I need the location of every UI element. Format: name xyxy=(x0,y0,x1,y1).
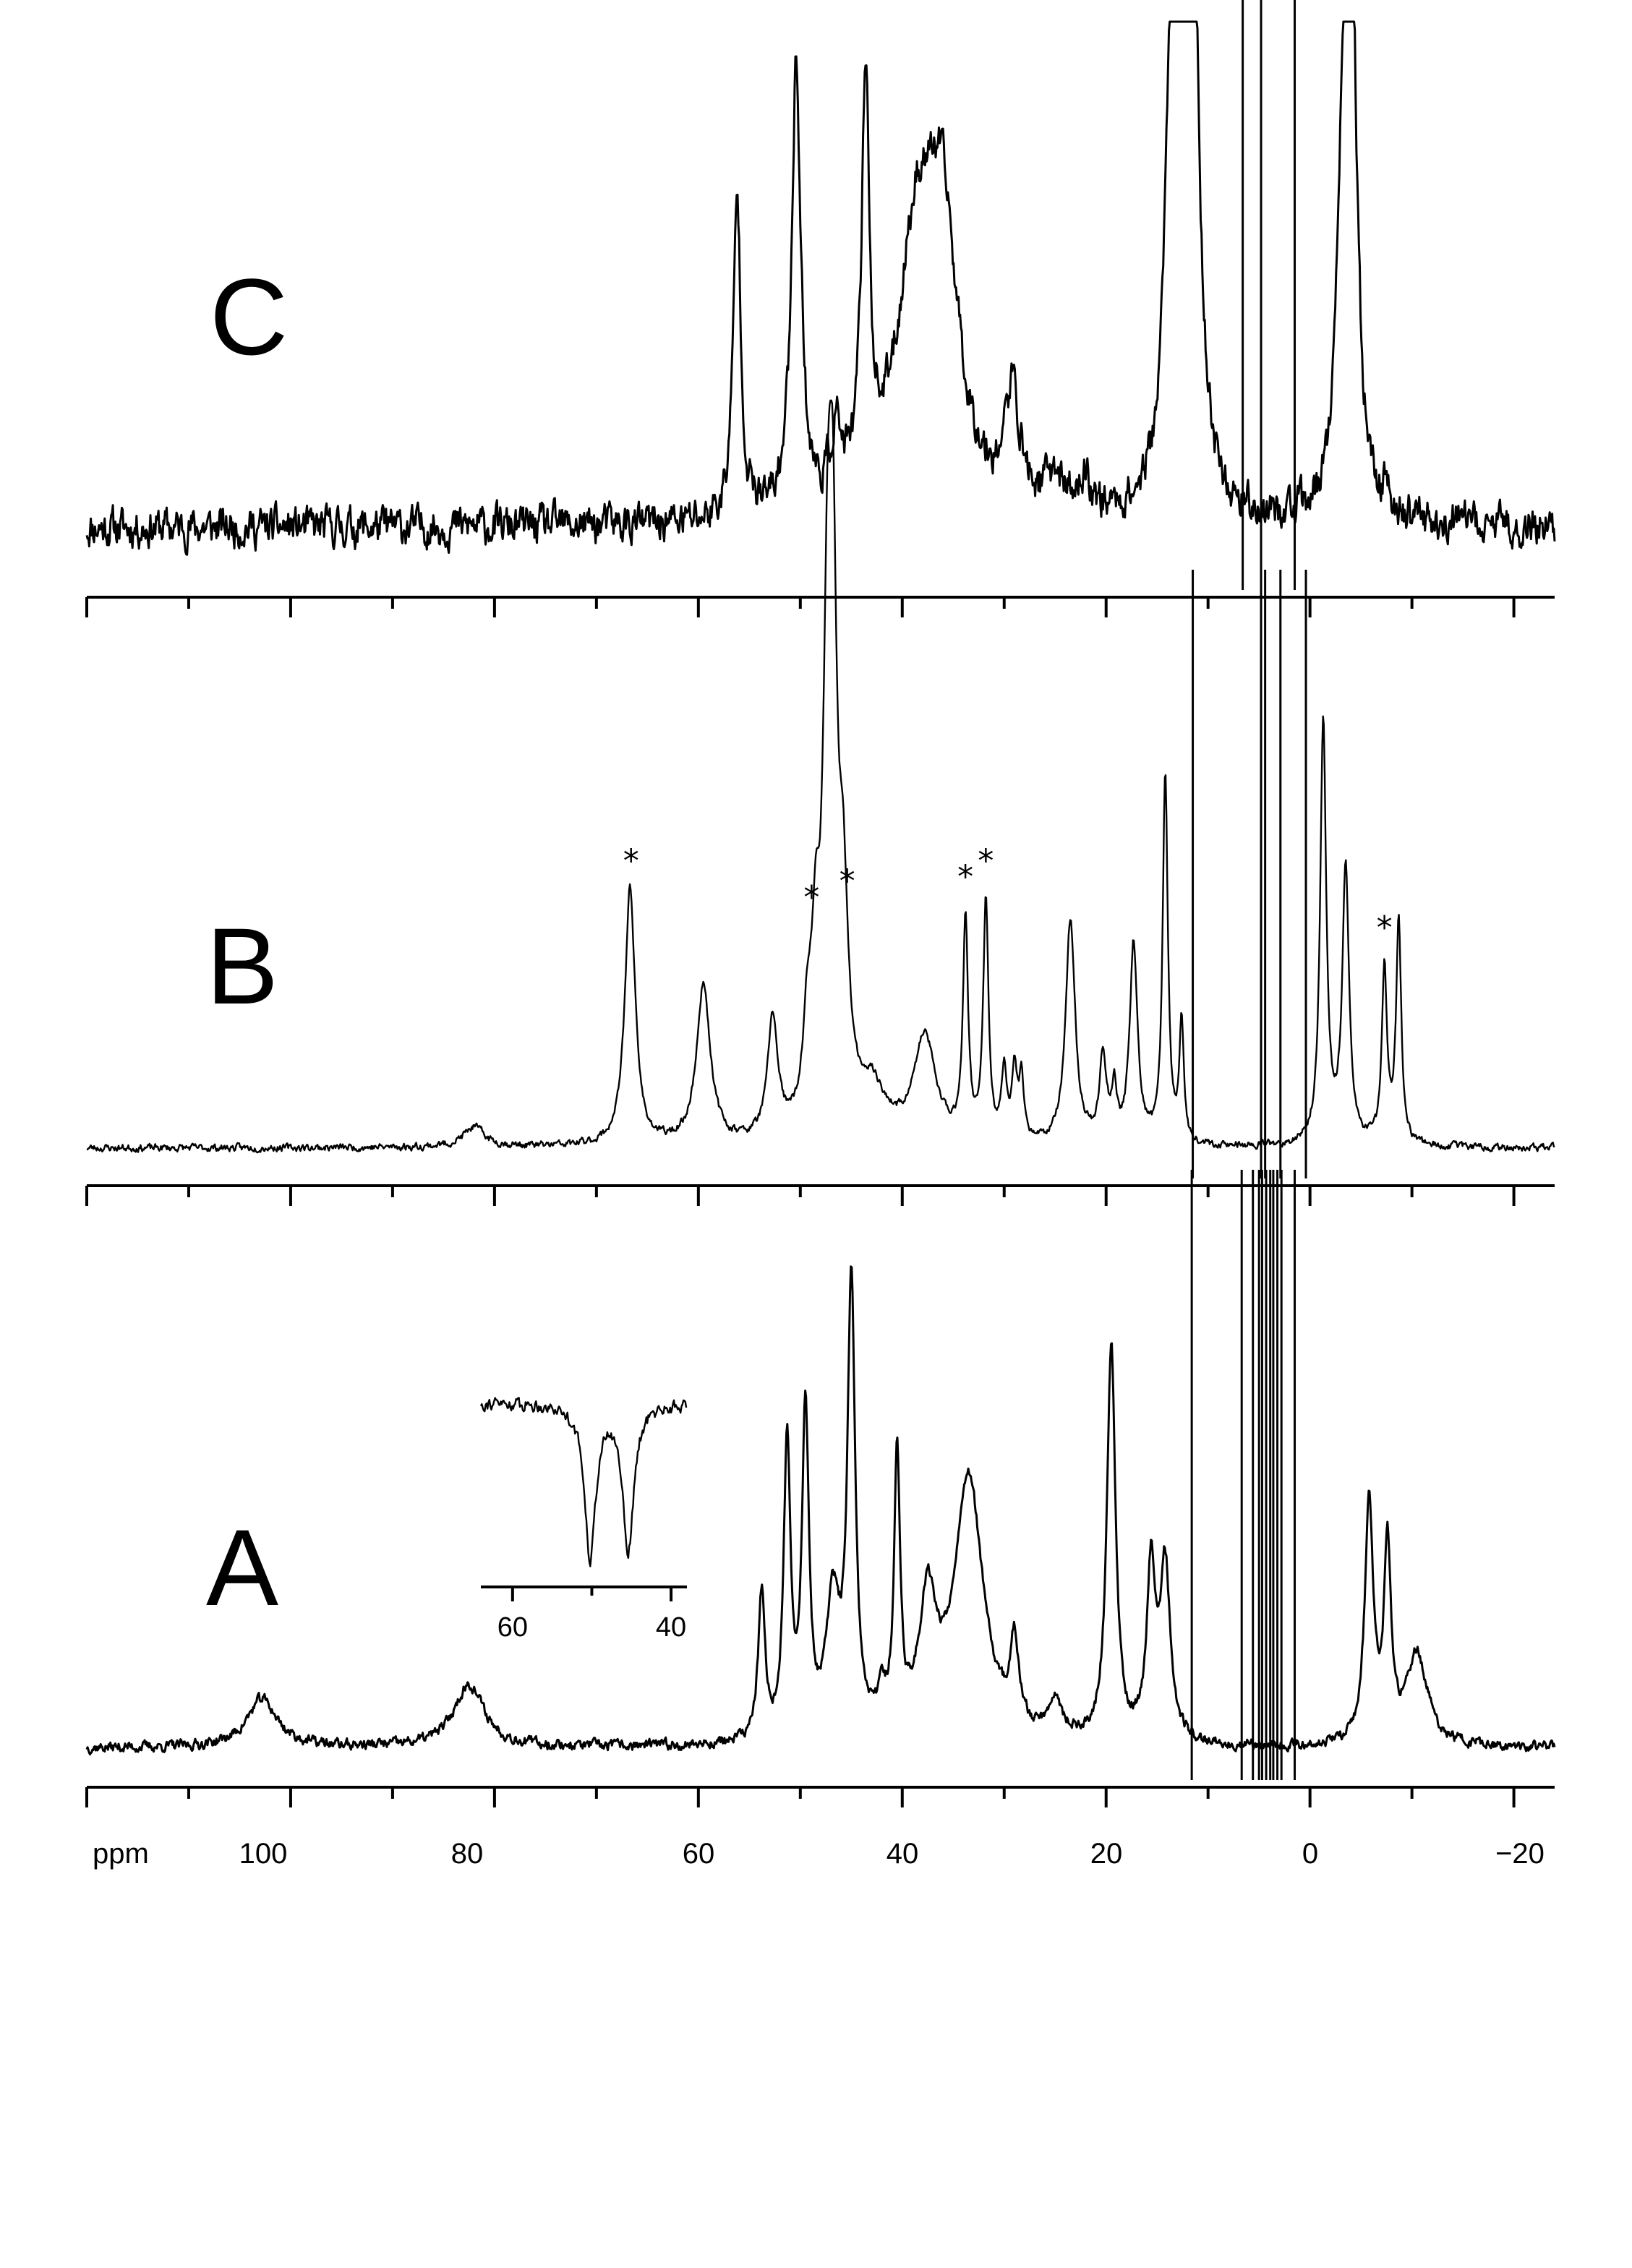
panel-label-b: B xyxy=(206,905,278,1027)
inset-tick-label-60: 60 xyxy=(497,1612,528,1643)
panel-label-c: C xyxy=(210,256,288,377)
spectrum-trace-c xyxy=(85,20,1556,556)
axis-tick-label-60: 60 xyxy=(683,1838,715,1870)
peak-asterisk-0: * xyxy=(623,843,639,880)
panel-label-a: A xyxy=(206,1507,278,1628)
inset-tick-label-40: 40 xyxy=(656,1612,686,1643)
spectrum-trace-b xyxy=(86,399,1555,1154)
axis-tick-label-80: 80 xyxy=(451,1838,484,1870)
spectrum-panel-a xyxy=(85,1170,1556,1807)
peak-asterisk-3: * xyxy=(957,858,973,895)
peak-asterisk-2: * xyxy=(840,863,855,900)
axis-tick-label-0: 0 xyxy=(1302,1838,1318,1870)
spectrum-panel-c xyxy=(85,0,1556,617)
peak-asterisk-1: * xyxy=(803,879,819,916)
axis-tick-label-100: 100 xyxy=(239,1838,288,1870)
spectrum-panel-b: ** * * ** xyxy=(85,399,1555,1206)
axis-tick-label-40: 40 xyxy=(887,1838,919,1870)
inset-trace xyxy=(479,1397,688,1567)
axis-tick-label-20: 20 xyxy=(1090,1838,1123,1870)
peak-asterisk-4: * xyxy=(978,842,994,879)
peak-asterisk-5: * xyxy=(1377,910,1393,946)
axis-unit-label: ppm xyxy=(93,1838,149,1870)
axis-tick-label-minus20: −20 xyxy=(1495,1838,1545,1870)
inset-spectrum-a: 60 40 xyxy=(479,1397,688,1643)
spectrum-trace-a xyxy=(85,1265,1556,1755)
